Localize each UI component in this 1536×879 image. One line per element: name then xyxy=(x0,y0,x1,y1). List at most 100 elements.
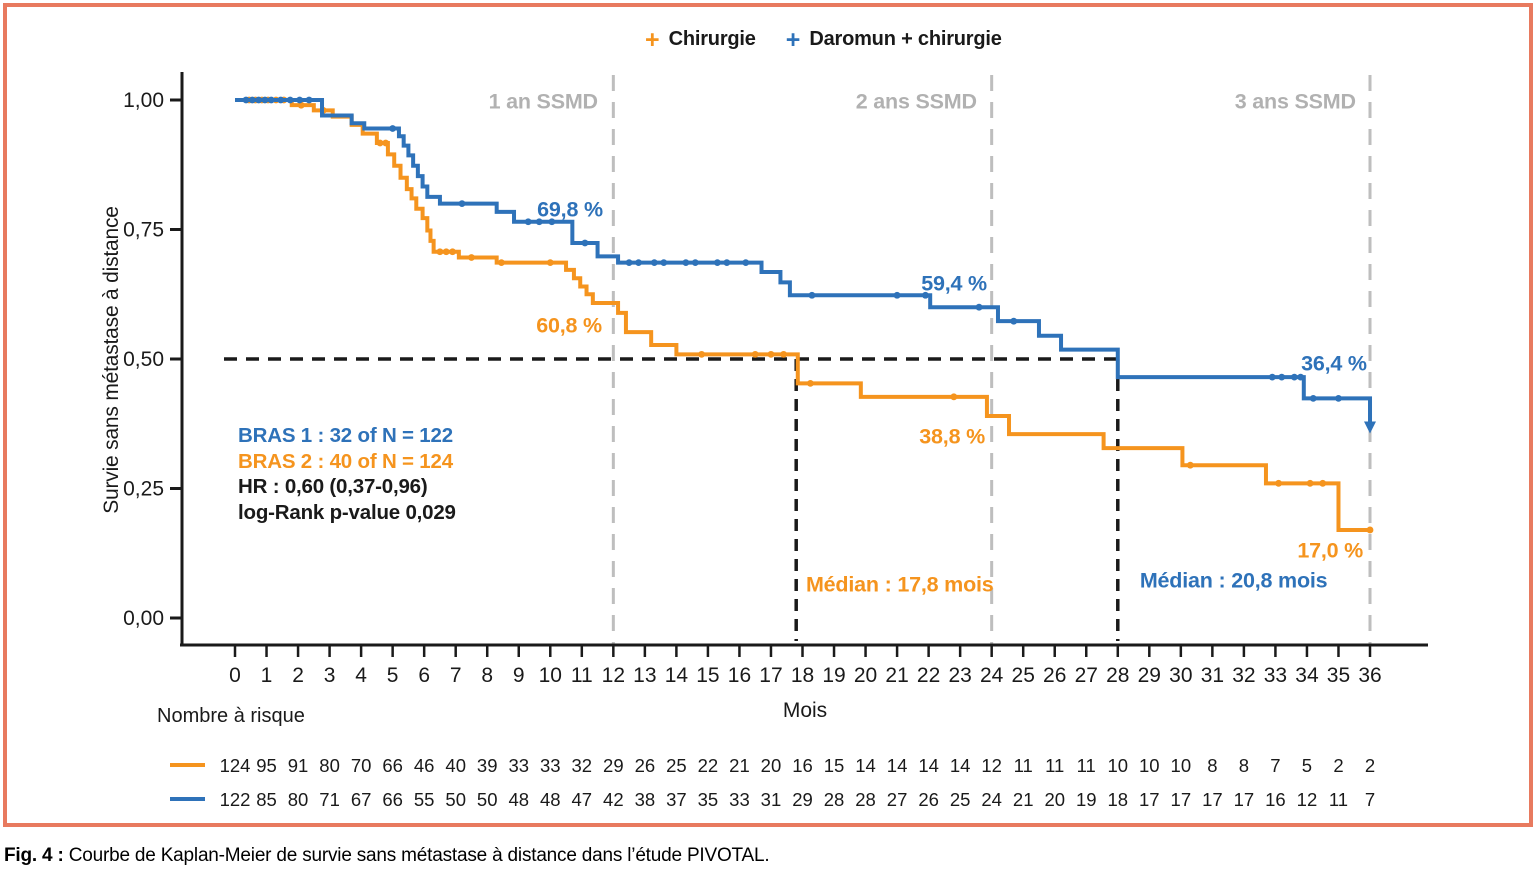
censor-mark xyxy=(808,291,816,299)
x-tick-label: 17 xyxy=(759,664,782,687)
risk-count: 124 xyxy=(220,755,251,776)
risk-count: 25 xyxy=(950,789,971,810)
x-tick-label: 15 xyxy=(696,664,719,687)
censor-mark xyxy=(1186,461,1194,469)
censor-mark xyxy=(635,259,642,267)
censor-mark xyxy=(242,96,250,104)
plus-marker-icon: + xyxy=(645,25,660,54)
annotation-orange-1an: 60,8 % xyxy=(536,313,602,337)
censor-mark xyxy=(297,101,305,109)
annotation-median-blue: Médian : 20,8 mois xyxy=(1140,569,1328,593)
legend-label: Chirurgie xyxy=(668,28,756,50)
risk-count: 11 xyxy=(1077,755,1096,776)
risk-count: 80 xyxy=(288,789,309,810)
censor-mark xyxy=(1306,479,1314,487)
risk-count: 91 xyxy=(288,755,309,776)
censor-mark xyxy=(442,248,450,256)
risk-count: 12 xyxy=(1297,789,1318,810)
x-tick-label: 33 xyxy=(1264,664,1287,687)
stats-line-pvalue: log-Rank p-value 0,029 xyxy=(238,500,456,524)
risk-count: 16 xyxy=(1265,789,1286,810)
risk-count: 14 xyxy=(855,755,876,776)
risk-count: 24 xyxy=(981,789,1002,810)
annotation-ssmd-3ans: 3 ans SSMD xyxy=(1235,90,1356,114)
censor-mark xyxy=(255,96,263,104)
x-tick-label: 31 xyxy=(1201,664,1224,687)
risk-count: 17 xyxy=(1139,789,1160,810)
risk-count: 5 xyxy=(1302,755,1312,776)
x-tick-label: 36 xyxy=(1358,664,1381,687)
censor-mark xyxy=(691,259,699,267)
risk-count: 50 xyxy=(477,789,498,810)
x-tick-label: 10 xyxy=(539,664,562,687)
x-tick-label: 13 xyxy=(633,664,656,687)
censor-mark xyxy=(1309,394,1317,402)
risk-count: 10 xyxy=(1139,755,1160,776)
risk-count: 39 xyxy=(477,755,498,776)
plus-marker-icon: + xyxy=(785,25,801,54)
x-tick-label: 7 xyxy=(450,664,462,687)
censor-mark xyxy=(546,259,554,267)
risk-count: 11 xyxy=(1014,755,1033,776)
x-tick-label: 32 xyxy=(1232,664,1255,687)
censor-mark xyxy=(1297,373,1305,381)
risk-count: 10 xyxy=(1107,755,1128,776)
risk-count: 29 xyxy=(792,789,813,810)
censor-mark xyxy=(548,218,556,226)
risk-count: 21 xyxy=(1013,789,1034,810)
annotation-blue-3ans: 36,4 % xyxy=(1301,352,1367,376)
risk-count: 33 xyxy=(540,755,561,776)
risk-count: 28 xyxy=(855,789,876,810)
annotation-orange-3ans: 17,0 % xyxy=(1297,539,1363,563)
censor-mark xyxy=(1275,479,1282,487)
km-curve-daromun---chirurgie xyxy=(235,98,1373,430)
x-tick-label: 28 xyxy=(1106,664,1129,687)
risk-count: 17 xyxy=(1171,789,1192,810)
risk-count: 28 xyxy=(824,789,845,810)
km-curve-chirurgie xyxy=(235,98,1371,532)
risk-count: 14 xyxy=(918,755,939,776)
x-tick-label: 14 xyxy=(665,664,689,687)
censor-mark xyxy=(535,218,543,226)
risk-count: 27 xyxy=(887,789,908,810)
x-tick-label: 4 xyxy=(355,664,367,687)
risk-count: 18 xyxy=(1107,789,1128,810)
risk-count: 95 xyxy=(256,755,277,776)
risk-count: 47 xyxy=(572,789,593,810)
x-tick-label: 8 xyxy=(481,664,493,687)
risk-count: 48 xyxy=(540,789,561,810)
x-axis-title: Mois xyxy=(783,699,827,722)
censor-mark xyxy=(650,259,658,267)
x-tick-label: 19 xyxy=(822,664,845,687)
censor-mark xyxy=(248,96,256,104)
legend-item-daromun-chirurgie: + Daromun + chirurgie xyxy=(785,25,1002,54)
x-tick-label: 1 xyxy=(261,664,273,687)
censor-mark xyxy=(1319,479,1327,487)
figure-border-frame xyxy=(3,3,1533,827)
x-tick-label: 21 xyxy=(885,664,908,687)
risk-count: 14 xyxy=(887,755,908,776)
censor-mark xyxy=(742,259,750,267)
risk-count: 11 xyxy=(1329,789,1348,810)
censor-mark xyxy=(1335,394,1342,402)
risk-count: 11 xyxy=(1045,755,1064,776)
y-tick-label: 1,00 xyxy=(123,89,164,112)
risk-count: 2 xyxy=(1333,755,1343,776)
risk-count: 85 xyxy=(256,789,277,810)
risk-count: 16 xyxy=(792,755,813,776)
x-tick-label: 35 xyxy=(1327,664,1350,687)
censor-mark xyxy=(382,139,390,147)
risk-count: 66 xyxy=(382,755,403,776)
censor-mark xyxy=(458,200,466,208)
caption-prefix: Fig. 4 : xyxy=(4,845,64,866)
censor-mark xyxy=(625,259,633,267)
caption-text: Courbe de Kaplan-Meier de survie sans mé… xyxy=(63,845,770,866)
x-tick-label: 25 xyxy=(1012,664,1035,687)
risk-count: 19 xyxy=(1076,789,1097,810)
risk-count: 25 xyxy=(666,755,687,776)
x-tick-label: 20 xyxy=(854,664,877,687)
censor-mark xyxy=(1290,373,1298,381)
chart-legend: + Chirurgie + Daromun + chirurgie xyxy=(645,25,1002,54)
x-tick-label: 2 xyxy=(292,664,304,687)
